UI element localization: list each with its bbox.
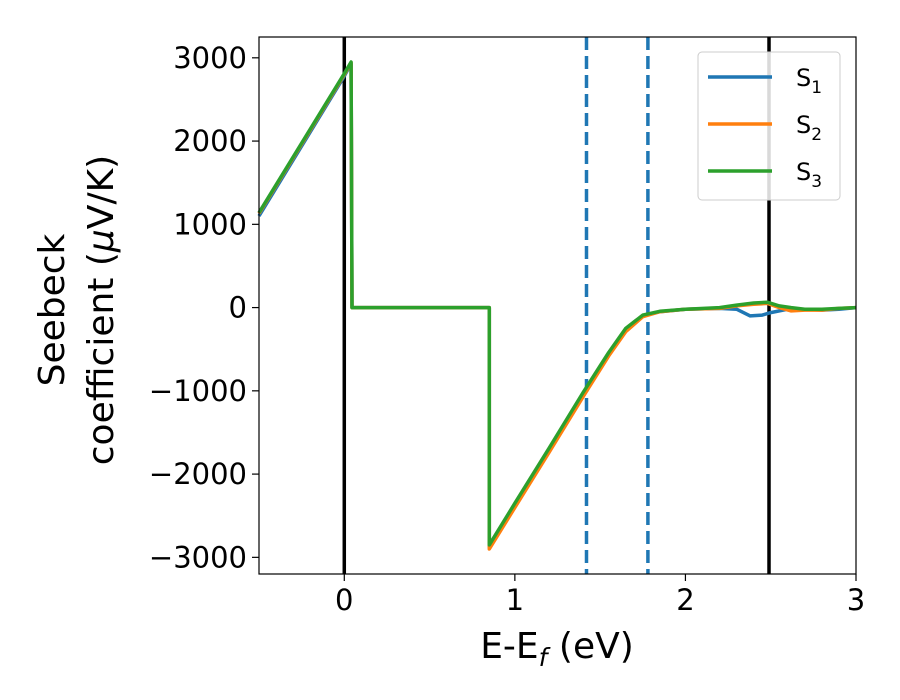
legend-label-sub: 3 (811, 172, 822, 192)
legend-label-s3: S3 (796, 158, 822, 192)
x-tick-label: 2 (676, 583, 694, 617)
y-tick-label: −1000 (149, 374, 247, 408)
x-axis-title-main: E-E (480, 626, 538, 667)
legend-label-main: S (796, 111, 811, 139)
series-line-s3 (257, 60, 857, 547)
y-tick-label: 3000 (173, 41, 247, 75)
y-tick-label: 1000 (173, 207, 247, 241)
plot-frame (258, 36, 857, 575)
x-tick-label: 1 (506, 583, 524, 617)
y-tick-label: 2000 (173, 124, 247, 158)
legend-label-sub: 2 (811, 125, 822, 145)
x-axis-title: E-Ef (eV) (480, 626, 634, 672)
y-axis-title-line1: Seebeck (32, 233, 73, 386)
y-axis-title-line2: coefficient (μV/K) (81, 155, 122, 465)
x-tick-label: 3 (847, 583, 865, 617)
legend-label-main: S (796, 64, 811, 92)
y-tick-label: 0 (229, 291, 247, 325)
y-axis-title-line2-start: coefficient ( (81, 252, 122, 465)
y-tick-label: −3000 (149, 540, 247, 574)
legend-label-main: S (796, 158, 811, 186)
legend-label-sub: 1 (811, 78, 822, 98)
y-tick-label: −2000 (149, 457, 247, 491)
x-axis-title-unit: (eV) (547, 626, 633, 667)
legend-label-s2: S2 (796, 111, 822, 145)
x-tick-label: 0 (335, 583, 353, 617)
y-axis-title-mu: μ (81, 229, 122, 253)
legend-box (697, 51, 841, 201)
y-axis-title-line2-end: V/K) (81, 155, 122, 229)
legend-label-s1: S1 (796, 64, 822, 98)
